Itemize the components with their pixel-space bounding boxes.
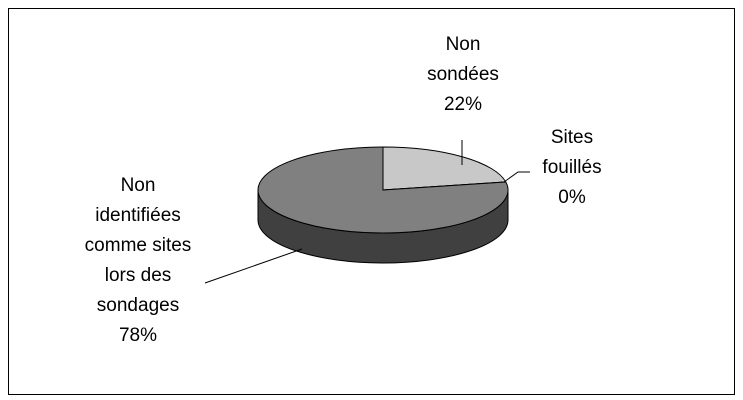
- leader-line: [503, 171, 530, 183]
- slice: [257, 146, 509, 234]
- category-label: Sites fouillés: [542, 127, 602, 178]
- pie: [257, 146, 509, 264]
- slice-label: Non identifiées comme sites lors des son…: [83, 171, 193, 351]
- value-label: 22%: [443, 94, 483, 115]
- slice-label: Sites fouillés 0%: [527, 123, 617, 213]
- value-label: 0%: [558, 187, 586, 208]
- slice-label: Non sondées 22%: [418, 30, 508, 120]
- category-label: Non sondées: [427, 34, 499, 85]
- leader-line: [204, 248, 303, 284]
- category-label: Non identifiées comme sites lors des son…: [84, 175, 192, 316]
- slice: [382, 146, 507, 191]
- value-label: 78%: [118, 325, 158, 346]
